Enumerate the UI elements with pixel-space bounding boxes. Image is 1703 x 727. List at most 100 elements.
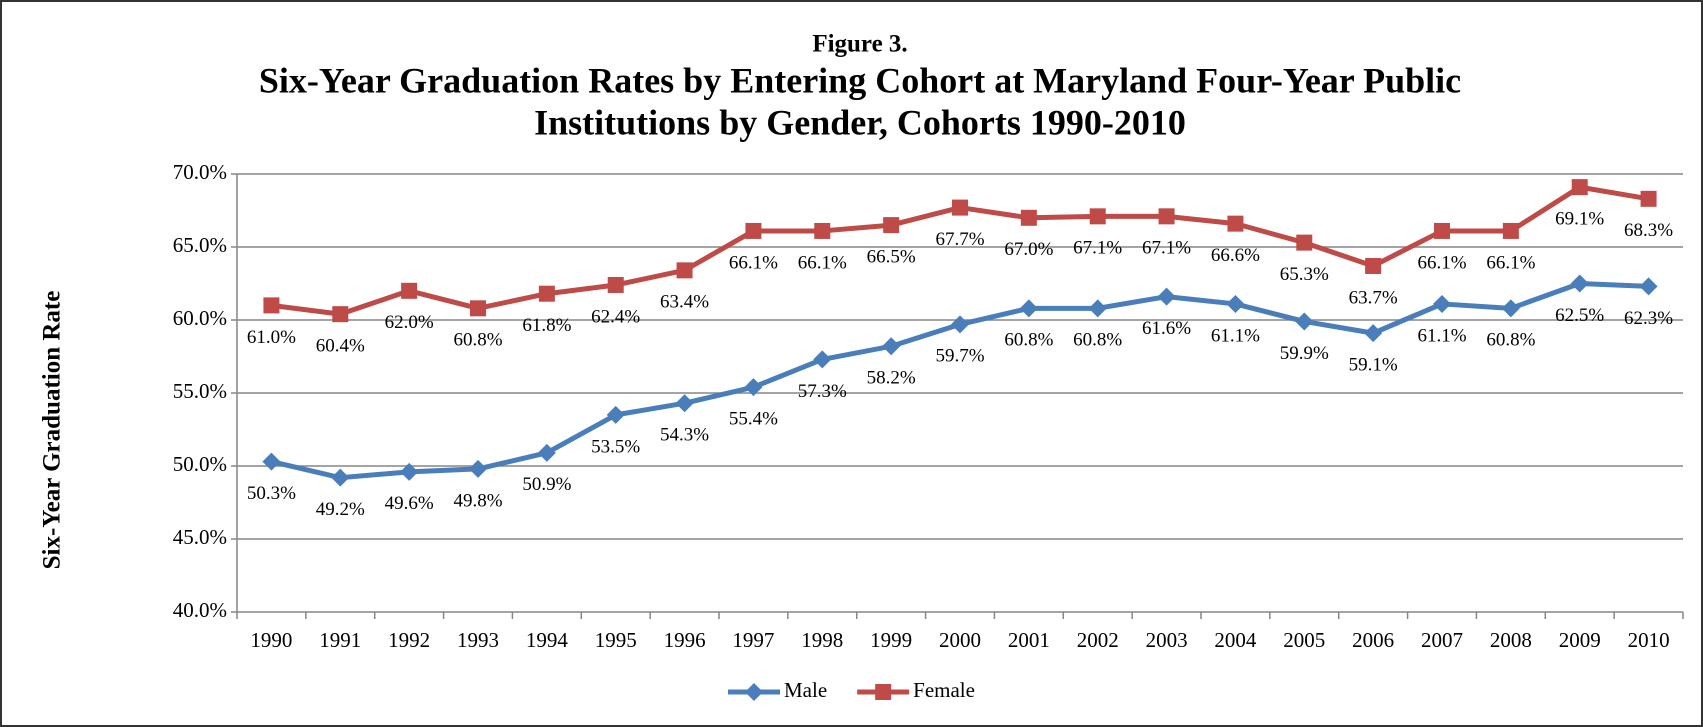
data-label: 60.4% [316, 336, 365, 357]
data-label: 60.8% [1486, 330, 1535, 351]
data-label: 69.1% [1555, 208, 1604, 229]
data-point [676, 262, 693, 279]
data-point [813, 350, 832, 369]
data-point [675, 394, 694, 413]
data-point [1640, 190, 1657, 207]
data-point [744, 378, 763, 397]
x-tick-label: 1995 [595, 628, 637, 652]
data-label: 61.1% [1211, 325, 1260, 346]
data-label: 67.1% [1073, 238, 1122, 259]
data-point [883, 217, 900, 234]
data-point [1502, 222, 1519, 239]
data-label: 54.3% [660, 425, 709, 446]
data-point [400, 462, 419, 481]
data-label: 62.5% [1555, 305, 1604, 326]
data-label: 61.1% [1417, 325, 1466, 346]
data-point [1570, 274, 1589, 293]
x-tick-label: 2001 [1008, 628, 1050, 652]
x-tick-label: 1999 [870, 628, 912, 652]
data-point [814, 222, 831, 239]
data-point [1364, 324, 1383, 343]
data-point [470, 300, 486, 317]
data-label: 59.7% [935, 346, 984, 367]
data-label: 61.8% [522, 315, 571, 336]
chart-title: Institutions by Gender, Cohorts 1990-201… [534, 102, 1186, 142]
data-label: 66.1% [798, 252, 847, 273]
data-label: 63.7% [1349, 287, 1398, 308]
data-point [1227, 215, 1244, 232]
legend-marker [875, 684, 892, 700]
data-label: 57.3% [798, 381, 847, 402]
legend-label: Male [784, 678, 827, 702]
data-label: 55.4% [729, 409, 778, 430]
data-label: 66.5% [867, 246, 916, 267]
data-label: 63.4% [660, 292, 709, 313]
data-label: 50.3% [247, 483, 296, 504]
x-tick-label: 1990 [250, 628, 292, 652]
y-tick-label: 55.0% [173, 379, 227, 403]
x-tick-label: 2007 [1421, 628, 1463, 652]
data-label: 49.8% [453, 490, 502, 511]
data-label: 66.6% [1211, 245, 1260, 266]
data-point [1019, 299, 1038, 318]
data-label: 60.8% [1004, 330, 1053, 351]
x-tick-label: 1996 [664, 628, 706, 652]
data-point [331, 468, 350, 487]
data-point [1433, 294, 1451, 313]
data-point [1020, 209, 1037, 226]
data-label: 60.8% [1073, 330, 1122, 351]
x-tick-label: 1993 [457, 628, 499, 652]
data-label: 65.3% [1280, 264, 1329, 285]
x-tick-label: 2005 [1283, 628, 1325, 652]
data-point [332, 306, 349, 323]
data-point [607, 276, 624, 293]
data-label: 53.5% [591, 436, 640, 457]
data-label: 67.7% [935, 229, 984, 250]
x-tick-label: 2009 [1559, 628, 1601, 652]
data-point [1434, 222, 1450, 239]
x-tick-label: 2000 [939, 628, 981, 652]
data-point [951, 315, 969, 334]
data-point [1296, 234, 1313, 251]
x-tick-label: 2006 [1352, 628, 1394, 652]
data-point [1088, 299, 1107, 318]
x-tick-label: 1992 [388, 628, 430, 652]
data-label: 59.1% [1349, 354, 1398, 375]
data-label: 49.2% [316, 499, 365, 520]
data-point [537, 443, 556, 462]
data-point [538, 285, 555, 302]
y-tick-label: 40.0% [173, 598, 227, 622]
x-tick-label: 2003 [1146, 628, 1188, 652]
data-label: 60.8% [453, 330, 502, 351]
data-label: 61.6% [1142, 318, 1191, 339]
data-point [1226, 294, 1245, 313]
data-point [1157, 287, 1176, 306]
x-tick-label: 2008 [1490, 628, 1532, 652]
data-label: 66.1% [1417, 252, 1466, 273]
y-tick-label: 50.0% [173, 452, 227, 476]
data-point [1571, 179, 1588, 196]
data-point [1501, 299, 1520, 318]
data-label: 61.0% [247, 327, 296, 348]
data-point [401, 282, 418, 299]
data-point [262, 452, 281, 471]
data-point [1365, 257, 1382, 274]
data-point [263, 297, 280, 314]
data-label: 62.4% [591, 306, 640, 327]
x-tick-label: 2002 [1077, 628, 1119, 652]
data-point [606, 405, 625, 424]
data-point [952, 199, 968, 216]
y-tick-label: 65.0% [173, 233, 227, 257]
y-axis-label: Six-Year Graduation Rate [39, 291, 66, 570]
data-point [469, 459, 487, 478]
data-label: 62.0% [385, 312, 434, 333]
chart-title: Six-Year Graduation Rates by Entering Co… [259, 60, 1461, 100]
data-point [1639, 277, 1658, 296]
data-label: 58.2% [867, 368, 916, 389]
x-tick-label: 1994 [526, 628, 569, 652]
data-label: 66.1% [1486, 252, 1535, 273]
data-point [1295, 312, 1314, 331]
data-point [1089, 208, 1106, 225]
